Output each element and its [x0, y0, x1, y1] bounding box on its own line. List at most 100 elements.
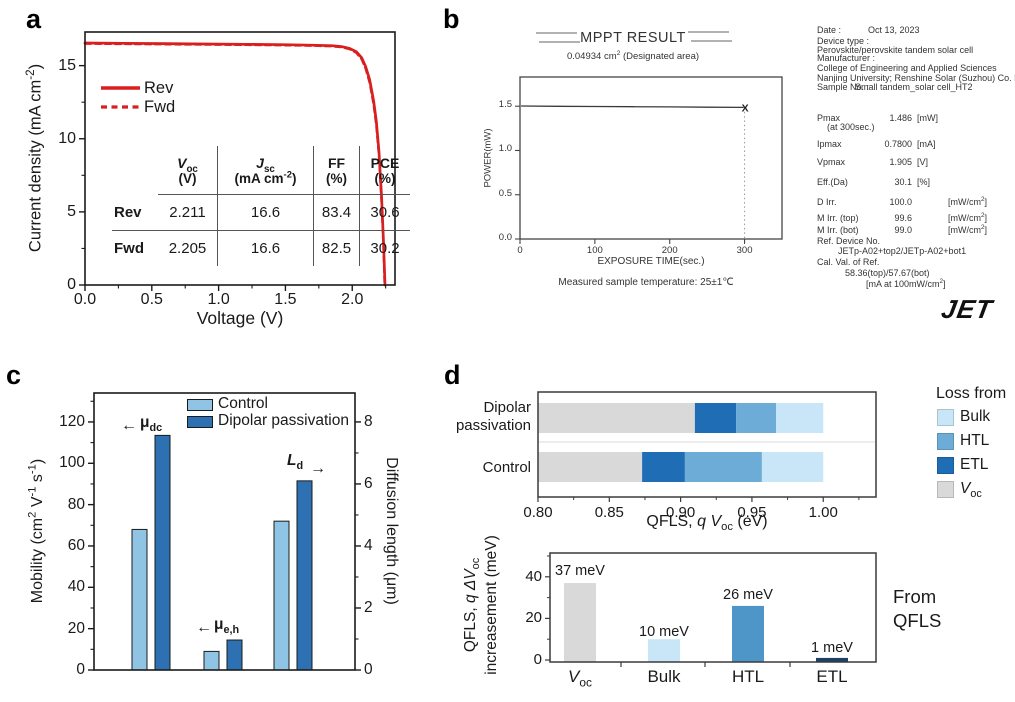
mppt-subtitle: 0.04934 cm2 (Designated area): [566, 49, 700, 62]
jv-table-header-3: PCE (%): [360, 146, 410, 195]
jv-table-cell: 82.5: [314, 231, 360, 266]
loss-legend-swatch-htl: [937, 433, 954, 450]
stacked-segment-etl-row0: [694, 403, 737, 433]
increase-bar-2: [732, 605, 764, 662]
from-qfls-note-line2: QFLS: [893, 610, 942, 631]
mppt-ytick-label: 1.0: [498, 143, 512, 155]
mppt-footnote: Measured sample temperature: 25±1℃: [558, 277, 734, 288]
panel-b-label: b: [443, 4, 460, 34]
increase-ytick-label: 40: [525, 567, 542, 585]
mobility-ytick-label: 120: [59, 412, 85, 430]
jv-table-rowlabel-fwd: Fwd: [114, 240, 144, 257]
jv-table-cell: 16.6: [218, 195, 314, 231]
jv-ytick-label: 5: [67, 202, 76, 220]
stacked-segment-htl-row0: [736, 403, 777, 433]
loss-legend-swatch-voc: [937, 481, 954, 498]
jv-table-cell: 83.4: [314, 195, 360, 231]
mppt-xtick-label: 300: [736, 245, 753, 256]
jv-legend-label-fwd: Fwd: [144, 98, 176, 116]
increase-bar-3: [816, 657, 848, 662]
increase-category-label-2: HTL: [731, 667, 765, 686]
stacked-segment-bulk-row0: [776, 403, 824, 433]
diffusion-ytick-label: 2: [364, 598, 373, 616]
jv-table-header-2: FF (%): [314, 146, 360, 195]
increase-category-label-0: Voc: [568, 667, 592, 690]
stacked-segment-voc-row1: [538, 452, 643, 482]
jv-table-header-1: Jsc (mA cm-2): [218, 146, 314, 195]
bar-dipolar-group1: [226, 639, 243, 671]
stacked-row-label: passivation: [455, 417, 531, 434]
diffusion-ytick-label: 4: [364, 536, 373, 554]
from-qfls-note-line1: From: [893, 586, 937, 607]
jv-ytick-label: 10: [58, 129, 76, 147]
jv-xtick-label: 1.0: [207, 291, 230, 308]
mppt-xtick-label: 100: [586, 245, 603, 256]
jet-logo: JET: [939, 294, 996, 325]
jv-table-rowlabel-rev: Rev: [112, 195, 158, 231]
jv-x-axis-title: Voltage (V): [196, 308, 284, 328]
diffusion-ytick-label: 0: [364, 661, 373, 678]
annotation-arrow-right-ld: →: [310, 460, 326, 477]
increase-value-label-2: 26 meV: [723, 587, 773, 603]
mobility-ytick-label: 40: [67, 578, 85, 596]
qfls-xtick-label: 0.85: [594, 504, 624, 521]
increase-y-axis-title-line2: increasement (meV): [483, 535, 501, 675]
increase-ytick-label: 0: [533, 651, 542, 668]
mobility-legend-swatch-1: [187, 416, 213, 428]
loss-legend-swatch-bulk: [937, 409, 954, 426]
jv-table-cell: 2.211: [158, 195, 218, 231]
mppt-x-axis-title: EXPOSURE TIME(sec.): [597, 256, 705, 267]
jv-xtick-label: 1.5: [274, 291, 297, 308]
mppt-xtick-label: 0: [517, 245, 523, 256]
jv-table-corner: [112, 146, 158, 194]
jv-plot-frame: [84, 31, 396, 286]
stacked-row-label: Dipolar: [483, 399, 531, 416]
diffusion-ytick-label: 8: [364, 412, 373, 430]
jv-table-cell: 30.2: [370, 240, 400, 257]
qfls-xtick-label: 0.95: [737, 504, 767, 521]
loss-legend-title: Loss from: [936, 385, 1007, 402]
loss-legend-swatch-etl: [937, 457, 954, 474]
panel-c-label: c: [6, 360, 22, 390]
mppt-end-marker: X: [742, 102, 749, 114]
annotation-label-mueh: μe,h: [214, 616, 240, 637]
stacked-segment-voc-row0: [538, 403, 695, 433]
mppt-ytick-label: 0.0: [498, 232, 512, 243]
bar-control-group1: [203, 650, 220, 671]
jv-ytick-label: 15: [58, 56, 76, 74]
mobility-ytick-label: 80: [67, 495, 85, 513]
annotation-label-mudc: μdc: [140, 414, 163, 435]
increase-value-label-0: 37 meV: [555, 563, 605, 579]
bar-control-group2: [273, 520, 290, 671]
qfls-xtick-label: 0.90: [666, 504, 696, 521]
mppt-xtick-label: 200: [661, 245, 678, 256]
mobility-ytick-label: 100: [59, 454, 85, 472]
increase-ytick-label: 20: [525, 609, 542, 627]
loss-legend-label-voc: Voc: [960, 480, 982, 501]
stacked-row-label: Control: [482, 459, 531, 476]
loss-legend-label-htl: HTL: [960, 432, 990, 449]
increase-value-label-1: 10 meV: [639, 624, 689, 640]
increase-plot-frame: [549, 552, 877, 663]
stacked-segment-bulk-row1: [761, 452, 824, 482]
annotation-arrow-left-mudc: ←: [121, 417, 137, 434]
mobility-y-axis-title: Mobility (cm2 V-1 s-1): [26, 458, 46, 604]
jv-table-cell: 16.6: [218, 231, 314, 266]
mppt-title: MPPT RESULT: [580, 30, 686, 46]
diffusion-y-axis-title: Diffusion length (μm): [383, 457, 401, 605]
mppt-ytick-label: 1.5: [498, 99, 512, 111]
mobility-ytick-label: 0: [76, 661, 85, 678]
increase-value-label-3: 1 meV: [811, 640, 853, 656]
mppt-power-line: [520, 105, 744, 109]
mobility-ytick-label: 60: [67, 536, 85, 554]
qfls-x-axis-title: QFLS, q Voc (eV): [646, 513, 768, 534]
jv-xtick-label: 2.0: [341, 291, 364, 308]
mppt-y-axis-title: POWER(mW): [482, 128, 494, 188]
jv-y-axis-title: Current density (mA cm-2): [25, 63, 45, 253]
increase-y-axis-title-line1: QFLS, q ΔVoc: [462, 557, 483, 653]
increase-category-label-3: ETL: [816, 667, 848, 686]
mobility-legend-swatch-0: [187, 399, 213, 411]
jv-xtick-label: 0.5: [140, 291, 163, 308]
